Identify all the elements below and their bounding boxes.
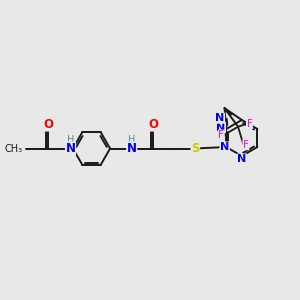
Text: F: F	[247, 119, 252, 129]
Text: N: N	[216, 122, 225, 133]
Text: N: N	[65, 142, 76, 155]
Text: H: H	[128, 135, 135, 145]
Text: N: N	[215, 113, 225, 123]
Text: S: S	[191, 142, 200, 155]
Text: H: H	[67, 135, 74, 145]
Text: F: F	[218, 130, 224, 140]
Text: F: F	[243, 140, 249, 150]
Text: N: N	[220, 142, 229, 152]
Text: N: N	[127, 142, 137, 155]
Text: N: N	[237, 154, 246, 164]
Text: CH₃: CH₃	[5, 143, 23, 154]
Text: O: O	[148, 118, 158, 131]
Text: O: O	[43, 118, 53, 131]
